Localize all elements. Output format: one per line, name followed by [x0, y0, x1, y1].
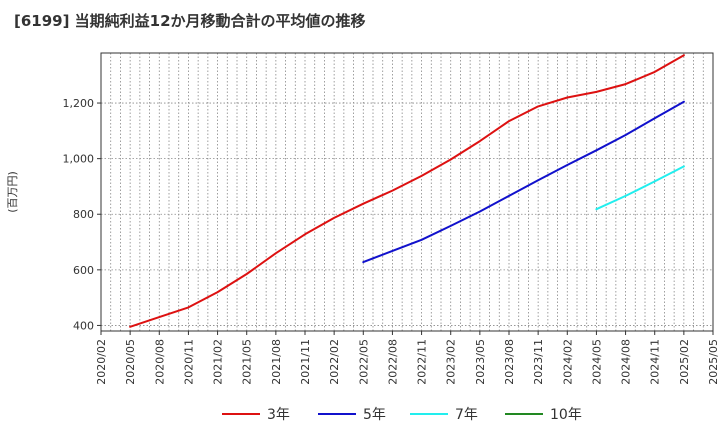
chart-title: [6199] 当期純利益12か月移動合計の平均値の推移	[14, 12, 366, 30]
plot-frame	[100, 52, 714, 332]
x-tick-label: 2022/02	[328, 339, 341, 385]
x-tick-label: 2020/08	[153, 339, 166, 385]
x-tick-label: 2024/05	[590, 339, 603, 385]
series-line-7年	[595, 165, 685, 211]
x-tick-label: 2021/05	[241, 339, 254, 385]
x-tick-label: 2021/08	[270, 339, 283, 385]
legend-label: 3年	[267, 407, 290, 423]
y-axis-ticks: 400 600 800 1,000 1,200	[63, 97, 101, 332]
x-tick-label: 2021/11	[299, 339, 312, 385]
y-tick-label: 800	[73, 208, 94, 221]
x-tick-label: 2022/08	[386, 339, 399, 385]
x-tick-label: 2024/08	[620, 339, 633, 385]
grid	[101, 53, 713, 331]
x-tick-label: 2023/11	[532, 339, 545, 385]
series-line-5年	[362, 100, 685, 264]
legend-label: 5年	[363, 407, 386, 423]
legend-label: 7年	[455, 407, 478, 423]
y-tick-label: 400	[73, 319, 94, 332]
x-tick-label: 2024/11	[649, 339, 662, 385]
x-tick-label: 2020/11	[182, 339, 195, 385]
x-tick-label: 2020/02	[95, 339, 108, 385]
x-tick-label: 2023/02	[445, 339, 458, 385]
y-tick-label: 1,000	[63, 153, 95, 166]
x-tick-label: 2025/05	[707, 339, 720, 385]
legend-label: 10年	[550, 407, 582, 423]
y-axis-label: (百万円)	[6, 171, 19, 213]
x-tick-label: 2022/11	[416, 339, 429, 385]
series-lines	[129, 54, 685, 328]
x-tick-label: 2022/05	[357, 339, 370, 385]
y-tick-label: 1,200	[63, 97, 95, 110]
x-tick-label: 2023/08	[503, 339, 516, 385]
x-tick-label: 2021/02	[212, 339, 225, 385]
x-tick-label: 2023/05	[474, 339, 487, 385]
x-tick-label: 2020/05	[124, 339, 137, 385]
legend: 3年 5年 7年 10年	[222, 407, 582, 423]
x-axis-ticks: 2020/02 2020/05 2020/08 2020/11 2021/02 2021/…	[95, 331, 720, 385]
series-line-3年	[129, 54, 685, 328]
y-tick-label: 600	[73, 264, 94, 277]
x-tick-label: 2025/02	[678, 339, 691, 385]
x-tick-label: 2024/02	[561, 339, 574, 385]
